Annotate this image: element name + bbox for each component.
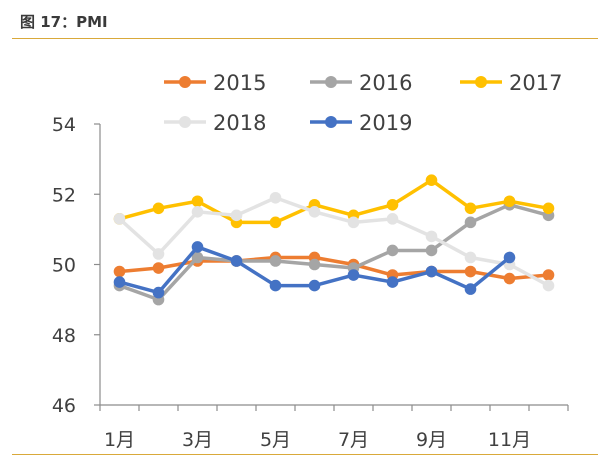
y-tick-label: 46 (52, 395, 76, 417)
legend-swatch-marker (179, 76, 191, 88)
legend-item-2019: 2019 (310, 111, 412, 135)
legend-item-2015: 2015 (164, 71, 266, 95)
data-point-2018 (542, 279, 555, 292)
chart-axes: 46 48 50 52 54 1月 3月 5月 7月 9月 11月 (52, 114, 569, 451)
x-tick-label: 1月 (104, 429, 135, 451)
legend-item-2016: 2016 (310, 71, 412, 95)
series-line-2017 (117, 178, 551, 225)
legend-swatch-marker (325, 76, 337, 88)
data-point-2017 (464, 202, 477, 215)
title-divider (12, 38, 598, 39)
legend-label: 2018 (213, 111, 266, 135)
data-point-2019 (230, 255, 243, 267)
data-point-2019 (152, 286, 165, 299)
legend-label: 2016 (359, 71, 412, 95)
data-point-2019 (113, 276, 126, 288)
data-point-2017 (542, 202, 555, 215)
x-tick-label: 11月 (488, 429, 531, 451)
data-point-2019 (308, 279, 321, 292)
data-point-2015 (152, 262, 165, 274)
legend-label: 2019 (359, 111, 412, 135)
data-point-2018 (386, 213, 399, 225)
data-point-2017 (191, 195, 204, 208)
y-tick-label: 50 (52, 255, 76, 277)
data-point-2018 (308, 206, 321, 218)
data-point-2018 (113, 213, 126, 225)
data-point-2018 (464, 251, 477, 264)
series-line-2016 (117, 203, 551, 302)
series-2018 (113, 191, 555, 292)
series-layer (113, 174, 555, 306)
data-point-2019 (503, 251, 516, 264)
data-point-2019 (191, 241, 204, 253)
legend-swatch-marker (475, 76, 487, 88)
y-tick-label: 48 (52, 325, 76, 347)
x-tick-label: 7月 (338, 429, 369, 451)
data-point-2017 (425, 174, 438, 186)
data-point-2018 (347, 216, 360, 229)
series-2019 (113, 241, 516, 299)
data-point-2018 (230, 209, 243, 222)
chart-legend: 2015 2016 2017 2018 2019 (164, 71, 562, 135)
data-point-2016 (269, 255, 282, 267)
data-point-2018 (152, 248, 165, 260)
figure-title: 图 17：PMI (20, 13, 108, 31)
legend-swatch-marker (325, 116, 337, 128)
x-tick-label: 3月 (182, 429, 213, 451)
data-point-2016 (386, 244, 399, 257)
y-tick-label: 54 (52, 114, 76, 136)
data-point-2015 (464, 265, 477, 278)
data-point-2019 (464, 283, 477, 295)
data-point-2016 (464, 216, 477, 229)
data-point-2019 (386, 276, 399, 288)
data-point-2016 (191, 251, 204, 264)
data-point-2018 (191, 206, 204, 218)
data-point-2016 (308, 258, 321, 271)
series-2016 (113, 198, 555, 306)
data-point-2019 (347, 269, 360, 281)
data-point-2017 (269, 216, 282, 229)
legend-swatch-marker (179, 116, 191, 128)
data-point-2015 (503, 272, 516, 285)
legend-item-2017: 2017 (460, 71, 562, 95)
data-point-2017 (386, 198, 399, 211)
data-point-2017 (503, 195, 516, 208)
data-point-2019 (269, 279, 282, 292)
data-point-2018 (269, 191, 282, 204)
data-point-2017 (152, 202, 165, 215)
legend-item-2018: 2018 (164, 111, 266, 135)
data-point-2018 (425, 230, 438, 243)
data-point-2019 (425, 265, 438, 278)
x-tick-label: 5月 (260, 429, 291, 451)
legend-label: 2015 (213, 71, 266, 95)
x-tick-label: 9月 (416, 429, 447, 451)
legend-label: 2017 (509, 71, 562, 95)
y-tick-label: 52 (52, 184, 76, 206)
data-point-2015 (113, 265, 126, 278)
data-point-2015 (542, 269, 555, 281)
bottom-divider (12, 454, 598, 455)
series-line-2018 (117, 196, 551, 288)
series-2017 (113, 174, 555, 229)
data-point-2016 (425, 244, 438, 257)
